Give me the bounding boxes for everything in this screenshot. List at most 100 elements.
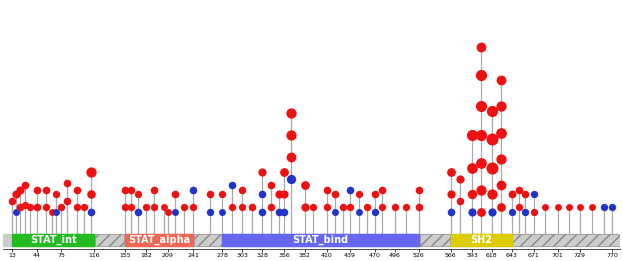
Point (401, 205, 411, 209)
Point (15, 188, 25, 192)
Point (487, 137, 497, 141)
Point (62, 199, 72, 203)
Point (188, 188, 198, 192)
Point (540, 205, 550, 209)
Point (476, 133, 486, 137)
Bar (222, 234, 419, 246)
Point (445, 170, 455, 174)
Bar (420, 234, 450, 246)
Point (497, 130, 506, 135)
Point (514, 205, 524, 209)
Point (487, 210, 497, 214)
Point (126, 188, 136, 192)
Point (300, 205, 310, 209)
Point (86, 170, 96, 174)
Point (330, 210, 340, 214)
Point (529, 192, 539, 196)
Point (133, 192, 143, 196)
Point (159, 205, 169, 209)
Point (354, 210, 364, 214)
Point (274, 192, 284, 196)
Point (25, 205, 35, 209)
Point (476, 45, 486, 49)
Point (455, 177, 465, 181)
Point (126, 205, 136, 209)
Point (20, 203, 30, 207)
Point (445, 192, 455, 196)
Point (51, 192, 61, 196)
Point (257, 210, 267, 214)
Point (476, 73, 486, 78)
Point (564, 205, 574, 209)
Point (32, 188, 42, 192)
Point (237, 205, 247, 209)
Point (520, 192, 530, 196)
Point (520, 210, 530, 214)
Point (455, 199, 465, 203)
Point (467, 166, 477, 170)
Point (80, 205, 90, 209)
Point (476, 188, 486, 192)
Point (188, 205, 198, 209)
Point (247, 205, 257, 209)
Bar (513, 234, 621, 246)
Point (497, 78, 506, 82)
Point (330, 192, 340, 196)
Point (227, 205, 237, 209)
Point (7, 199, 17, 203)
Point (32, 205, 42, 209)
Point (72, 205, 82, 209)
Point (15, 205, 25, 209)
Point (72, 188, 82, 192)
Point (345, 205, 355, 209)
Point (506, 192, 516, 196)
Point (51, 210, 61, 214)
Point (11, 210, 21, 214)
Point (487, 166, 497, 170)
Point (487, 192, 497, 196)
Point (322, 188, 332, 192)
Point (345, 188, 355, 192)
Point (414, 205, 424, 209)
Point (467, 210, 477, 214)
Point (587, 205, 597, 209)
Point (369, 192, 379, 196)
Point (467, 133, 477, 137)
Point (149, 188, 159, 192)
Point (529, 210, 539, 214)
Point (170, 192, 180, 196)
Point (361, 205, 371, 209)
Point (322, 205, 332, 209)
Point (11, 192, 21, 196)
Point (86, 210, 96, 214)
Point (47, 210, 57, 214)
Point (369, 210, 379, 214)
Point (257, 170, 267, 174)
Point (497, 183, 506, 187)
Point (467, 192, 477, 196)
Point (86, 192, 96, 196)
Point (141, 205, 151, 209)
Point (170, 210, 180, 214)
Point (308, 205, 318, 209)
Bar (95, 234, 124, 246)
Point (287, 155, 297, 159)
Point (599, 205, 609, 209)
Point (163, 210, 173, 214)
Point (300, 183, 310, 187)
Point (607, 205, 617, 209)
Point (476, 161, 486, 165)
Point (206, 192, 216, 196)
Point (62, 181, 72, 185)
Point (279, 170, 289, 174)
Point (287, 111, 297, 115)
Point (133, 210, 143, 214)
Point (445, 210, 455, 214)
Point (390, 205, 400, 209)
Point (338, 205, 348, 209)
Point (40, 205, 50, 209)
Point (217, 192, 227, 196)
Point (206, 210, 216, 214)
Text: STAT_int: STAT_int (30, 235, 77, 245)
Point (274, 210, 284, 214)
